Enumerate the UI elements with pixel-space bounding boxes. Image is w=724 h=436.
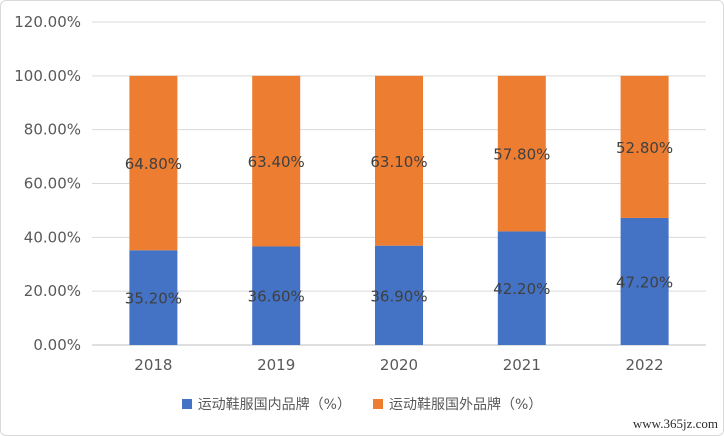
legend-item-foreign: 运动鞋服国外品牌（%） [373,394,542,414]
legend-label-domestic: 运动鞋服国内品牌（%） [197,397,351,413]
bar-domestic-2021 [497,231,546,345]
data-label: 52.80% [616,139,673,157]
x-tick-label: 2018 [134,356,172,374]
y-tick-label: 100.00% [14,67,81,85]
data-label: 63.40% [248,153,305,171]
legend-swatch-foreign [373,399,383,409]
bar-domestic-2020 [375,245,423,345]
y-tick-label: 60.00% [24,175,81,193]
bars [129,75,669,345]
data-label: 36.90% [370,287,427,305]
y-tick-label: 80.00% [24,121,81,139]
legend: 运动鞋服国内品牌（%） 运动鞋服国外品牌（%） [0,394,724,414]
y-tick-label: 120.00% [14,13,81,31]
data-label: 36.60% [248,288,305,306]
legend-swatch-domestic [181,399,192,409]
y-tick-label: 0.00% [33,336,81,354]
data-label: 64.80% [125,155,182,173]
x-tick-label: 2020 [380,356,418,374]
data-label: 35.20% [125,290,182,308]
bar-foreign-2018 [129,75,178,251]
y-tick-label: 40.00% [24,228,81,246]
legend-label-foreign: 运动鞋服国外品牌（%） [389,397,543,413]
data-label: 47.20% [616,273,673,291]
data-label: 63.10% [370,153,427,171]
bar-domestic-2018 [129,250,178,345]
bar-foreign-2019 [252,75,301,247]
watermark: www.365jz.com [632,416,718,431]
bar-foreign-2021 [497,75,546,232]
bar-domestic-2022 [620,217,669,345]
x-tick-label: 2019 [257,356,295,374]
bar-foreign-2020 [375,75,423,246]
bar-domestic-2019 [252,246,301,345]
stacked-bar-chart: 0.00% 20.00% 40.00% 60.00% 80.00% 100.00% 120.… [14,13,706,374]
y-tick-label: 20.00% [24,282,81,300]
x-axis: 2018 2019 2020 2021 2022 [134,356,663,374]
legend-item-domestic: 运动鞋服国内品牌（%） [181,394,351,414]
data-label: 57.80% [493,146,550,164]
data-label: 42.20% [493,280,550,298]
x-tick-label: 2021 [503,356,541,374]
data-labels: 35.20% 64.80% 36.60% 63.40% 36.90% 63.10% 42.2… [125,139,673,308]
y-axis: 0.00% 20.00% 40.00% 60.00% 80.00% 100.00% 120.… [14,13,81,354]
bar-foreign-2022 [620,75,669,218]
x-tick-label: 2022 [626,356,664,374]
